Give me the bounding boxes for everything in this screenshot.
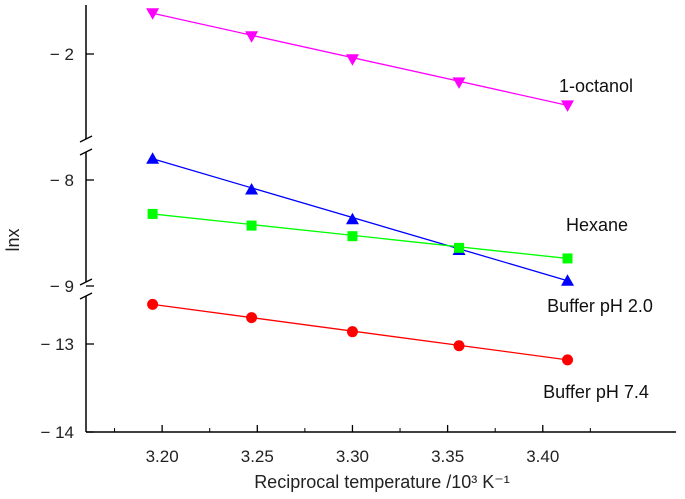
axis-break-mark (79, 292, 93, 300)
data-point-triangle-up (146, 152, 160, 164)
data-point-triangle-down (452, 77, 466, 89)
data-point-triangle-up (345, 212, 359, 225)
data-markers (146, 8, 575, 366)
y-tick-label: − 8 (50, 171, 74, 190)
series-label: Hexane (566, 215, 628, 235)
y-tick-label: − 9 (50, 277, 74, 296)
data-point-circle (346, 326, 358, 338)
fit-line-0 (152, 12, 568, 106)
data-point-triangle-down (345, 54, 359, 66)
data-point-circle (147, 298, 159, 310)
data-point-triangle-up (561, 274, 575, 286)
y-axis-title: lnx (3, 228, 23, 251)
data-point-triangle-up (245, 183, 259, 195)
axis-break-mark (79, 278, 93, 286)
fit-line-2 (152, 213, 568, 260)
data-point-triangle-down (146, 8, 160, 20)
data-point-circle (453, 340, 465, 352)
data-point-square (147, 208, 158, 219)
x-tick-label: 3.20 (146, 447, 179, 466)
fit-line-3 (152, 303, 568, 361)
data-point-square (562, 253, 573, 264)
fit-lines (152, 12, 568, 361)
series-label: Buffer pH 2.0 (547, 296, 653, 316)
x-tick-label: 3.40 (526, 447, 559, 466)
data-point-square (347, 231, 358, 242)
series-label: Buffer pH 7.4 (543, 382, 649, 402)
axis-break-mark (79, 148, 93, 156)
data-point-circle (562, 354, 574, 366)
axis-break-mark (79, 135, 93, 143)
y-tick-label: − 2 (50, 45, 74, 64)
data-point-triangle-down (561, 100, 575, 112)
data-point-square (246, 220, 257, 231)
data-point-circle (246, 312, 258, 324)
x-tick-label: 3.30 (336, 447, 369, 466)
series-labels: 1-octanol Hexane Buffer pH 2.0 Buffer pH 7.… (543, 76, 653, 402)
x-tick-label: 3.25 (241, 447, 274, 466)
x-tick-label: 3.35 (431, 447, 464, 466)
axes: 3.20 3.25 3.30 3.35 3.40 − 2 − 8 − 9 − 13 − 14 (40, 5, 676, 466)
fit-line-1 (152, 158, 568, 282)
data-point-square (454, 242, 465, 253)
series-label: 1-octanol (559, 76, 633, 96)
y-tick-label: − 13 (40, 335, 74, 354)
x-axis-title: Reciprocal temperature /10³ K⁻¹ (254, 472, 510, 492)
data-point-triangle-down (245, 31, 259, 43)
y-tick-label: − 14 (40, 423, 74, 442)
